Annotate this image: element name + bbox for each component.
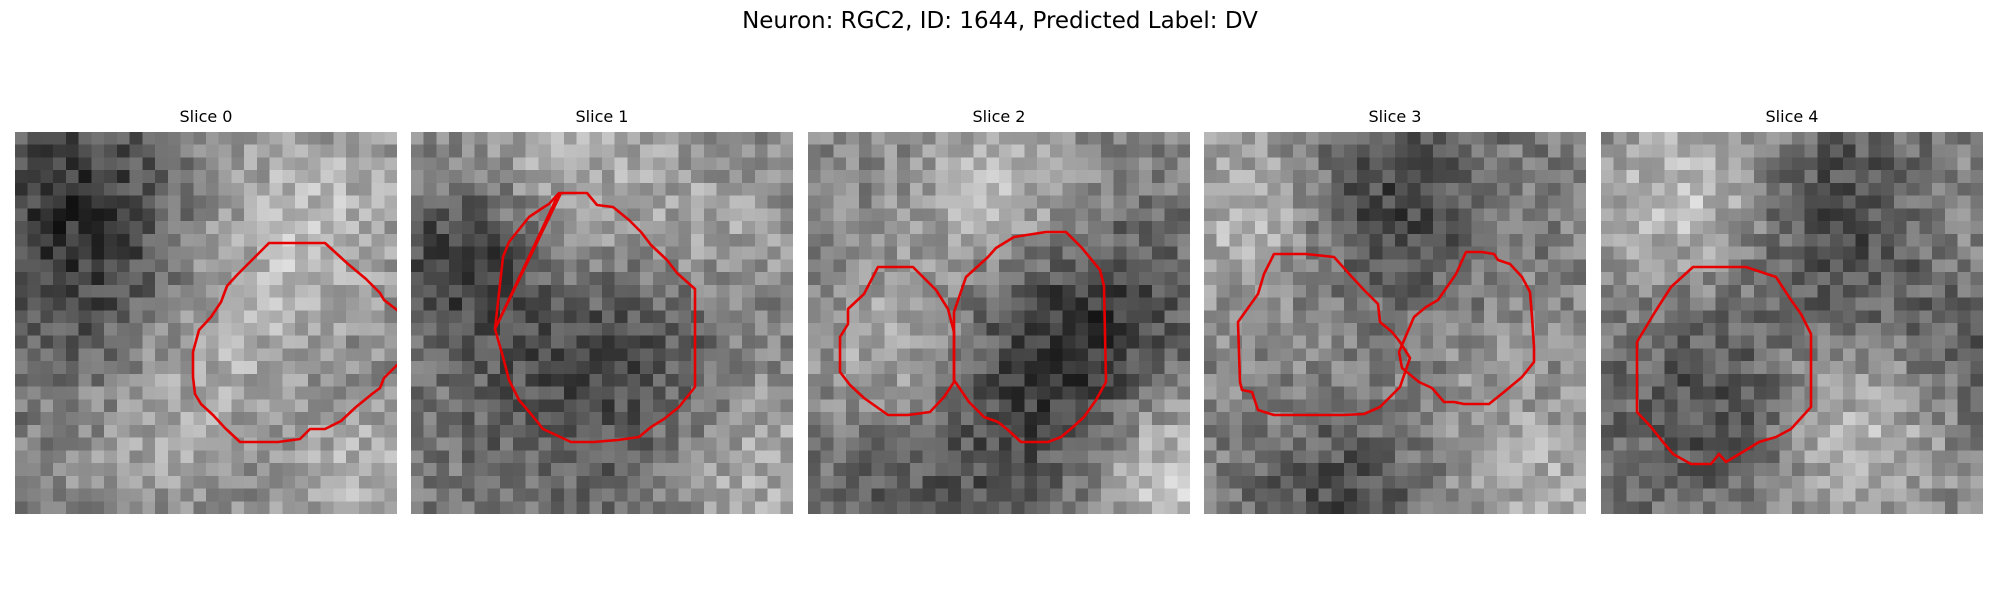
figure-title: Neuron: RGC2, ID: 1644, Predicted Label:… <box>742 8 1258 34</box>
slice-panel-4: Slice 4 <box>1601 106 1983 514</box>
microscopy-image-1 <box>411 132 793 514</box>
slice-panel-0: Slice 0 <box>15 106 397 514</box>
microscopy-image-2 <box>808 132 1190 514</box>
roi-contour-2a <box>838 265 956 417</box>
contour-overlay-2 <box>838 230 1108 444</box>
roi-contour-4 <box>1635 265 1813 466</box>
slice-panel-2: Slice 2 <box>808 106 1190 514</box>
slice-title-1: Slice 1 <box>575 107 629 126</box>
contour-overlay-0 <box>191 241 397 444</box>
slice-image-1 <box>411 132 793 514</box>
contour-overlay-4 <box>1635 265 1813 466</box>
slice-panel-3: Slice 3 <box>1204 106 1586 514</box>
roi-contour-0b <box>191 241 397 444</box>
microscopy-image-4 <box>1601 132 1983 514</box>
slice-image-3 <box>1204 132 1586 514</box>
roi-contour-2b <box>952 230 1108 444</box>
roi-contour-1 <box>493 191 697 444</box>
slice-image-2 <box>808 132 1190 514</box>
microscopy-image-3 <box>1204 132 1586 514</box>
slice-title-3: Slice 3 <box>1368 107 1422 126</box>
roi-contour-3b <box>1397 250 1536 406</box>
contour-overlay-3 <box>1236 250 1536 417</box>
roi-contour-0a <box>378 291 397 312</box>
slice-title-2: Slice 2 <box>972 107 1026 126</box>
slice-panel-1: Slice 1 <box>411 106 793 514</box>
slice-image-0 <box>15 132 397 514</box>
contour-overlay-1 <box>493 191 697 444</box>
slice-image-4 <box>1601 132 1983 514</box>
roi-contour-3a <box>1236 252 1412 417</box>
slice-title-4: Slice 4 <box>1765 107 1819 126</box>
slice-title-0: Slice 0 <box>179 107 233 126</box>
